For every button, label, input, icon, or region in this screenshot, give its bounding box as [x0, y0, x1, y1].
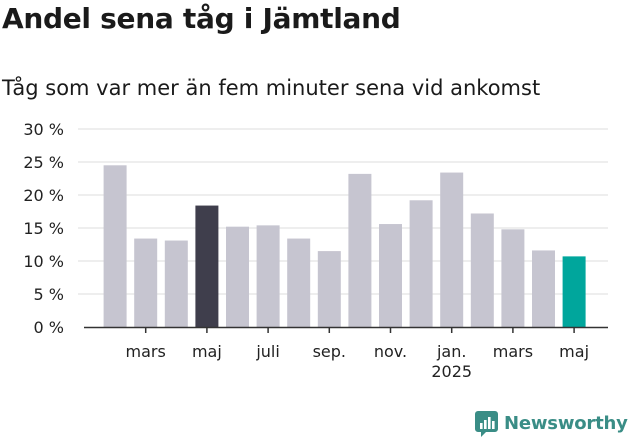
bar: [409, 200, 433, 327]
x-tick-label: mars: [126, 342, 166, 361]
y-tick-label: 5 %: [34, 285, 64, 304]
bar: [317, 251, 341, 327]
newsworthy-logo-icon: [475, 410, 498, 437]
x-tick-label: maj: [192, 342, 222, 361]
y-tick-label: 25 %: [23, 153, 64, 172]
bar: [470, 213, 494, 327]
bar: [226, 226, 249, 327]
bar: [256, 225, 280, 327]
x-tick-label: mars: [493, 342, 533, 361]
x-tick-label: sep.: [313, 342, 346, 361]
bar: [348, 173, 372, 327]
y-tick-label: 20 %: [23, 186, 64, 205]
bar: [562, 256, 586, 327]
bar: [501, 229, 525, 327]
bar: [134, 238, 158, 327]
x-tick-label: juli: [255, 342, 279, 361]
y-tick-label: 15 %: [23, 219, 64, 238]
bar: [287, 238, 311, 327]
x-tick-label: jan.: [436, 342, 466, 361]
bar: [164, 240, 188, 327]
y-tick-label: 10 %: [23, 252, 64, 271]
bar: [532, 250, 555, 327]
x-tick-label: maj: [559, 342, 589, 361]
newsworthy-logo: Newsworthy: [475, 409, 628, 437]
bar: [379, 224, 402, 327]
y-tick-label: 0 %: [34, 318, 64, 337]
bar: [440, 172, 464, 327]
x-tick-label: nov.: [374, 342, 407, 361]
bar: [103, 165, 127, 327]
bar: [195, 205, 219, 327]
chart-title: Andel sena tåg i Jämtland: [2, 2, 401, 35]
newsworthy-logo-text: Newsworthy: [504, 412, 628, 434]
y-tick-label: 30 %: [23, 120, 64, 139]
x-tick-sublabel: 2025: [431, 362, 472, 381]
chart-subtitle: Tåg som var mer än fem minuter sena vid …: [2, 76, 541, 100]
